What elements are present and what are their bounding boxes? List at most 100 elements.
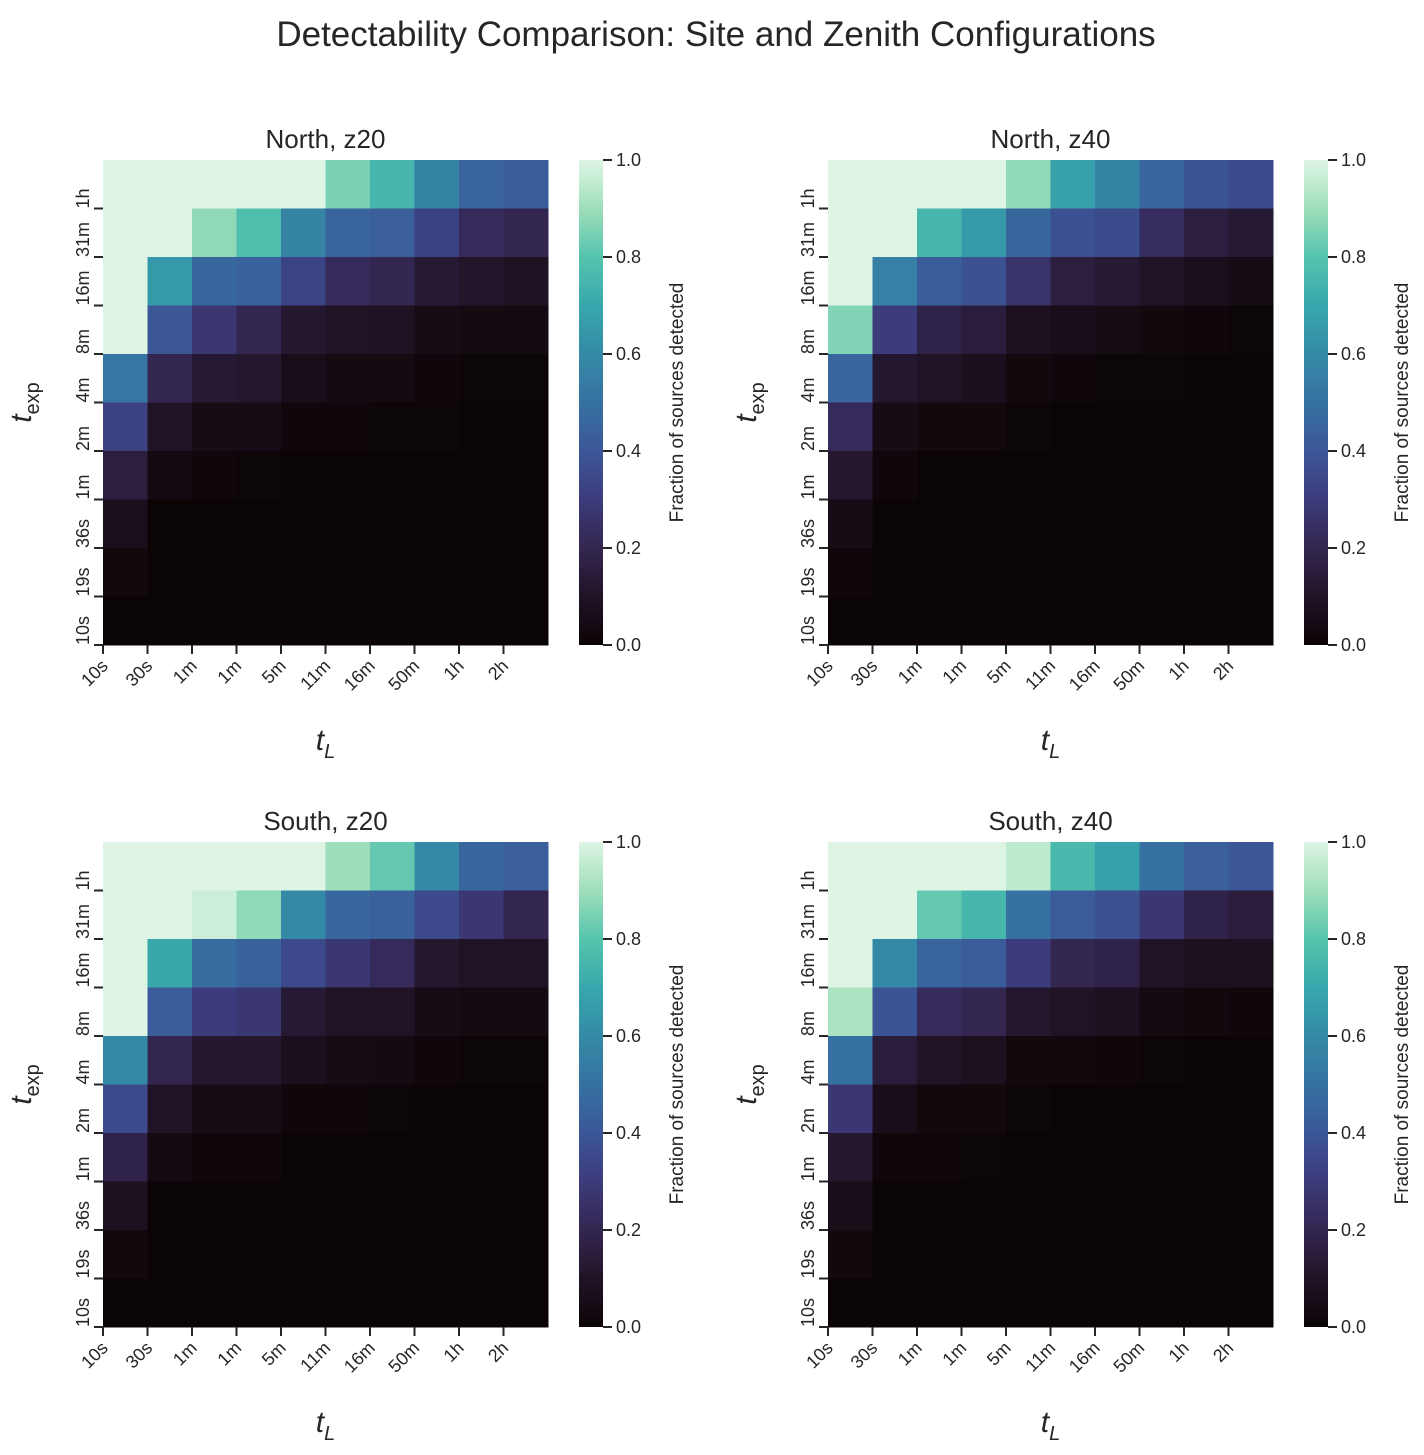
heatmap-cell bbox=[325, 354, 371, 403]
heatmap-cell bbox=[872, 1278, 918, 1328]
heatmap-cell bbox=[961, 208, 1007, 258]
heatmap-cell bbox=[414, 305, 460, 355]
heatmap-cell bbox=[325, 402, 371, 452]
heatmap-cell bbox=[961, 939, 1007, 988]
heatmap-cell bbox=[370, 305, 415, 355]
heatmap-cell bbox=[147, 596, 193, 646]
heatmap-cell bbox=[192, 402, 237, 452]
x-tick-label: 50m bbox=[384, 656, 423, 695]
heatmap-cell bbox=[872, 939, 918, 988]
y-tick-label: 36s bbox=[798, 519, 818, 548]
heatmap-cell bbox=[147, 160, 193, 209]
heatmap-cell bbox=[236, 842, 282, 891]
heatmap-cell bbox=[370, 257, 415, 306]
x-tick-label: 1m bbox=[894, 656, 926, 688]
heatmap-cell bbox=[103, 499, 148, 549]
panel-title: South, z20 bbox=[263, 806, 387, 836]
heatmap-cell bbox=[103, 257, 148, 306]
heatmap-cell bbox=[1184, 354, 1229, 403]
heatmap-cell bbox=[828, 402, 873, 452]
y-axis-label: texp bbox=[730, 382, 769, 423]
colorbar-tick-label: 0.8 bbox=[1341, 247, 1366, 267]
colorbar-tick-label: 0.2 bbox=[616, 538, 641, 558]
colorbar-tick-label: 0.4 bbox=[616, 1123, 641, 1143]
heatmap-cell bbox=[325, 1181, 371, 1231]
heatmap-cell bbox=[503, 451, 549, 500]
heatmap-cell bbox=[459, 1278, 504, 1328]
heatmap-cell bbox=[103, 305, 148, 355]
heatmap-cell bbox=[1184, 1133, 1229, 1182]
y-tick-label: 8m bbox=[73, 329, 93, 354]
x-tick-label: 1h bbox=[1165, 656, 1193, 684]
heatmap-cell bbox=[459, 451, 504, 500]
heatmap-cell bbox=[325, 160, 371, 209]
x-tick-label: 30s bbox=[847, 1338, 882, 1373]
heatmap-cell bbox=[281, 257, 326, 306]
heatmap-cell bbox=[370, 548, 415, 597]
heatmap-cell bbox=[1006, 1036, 1051, 1085]
heatmap-cell bbox=[503, 548, 549, 597]
heatmap-cell bbox=[281, 1133, 326, 1182]
heatmap-cell bbox=[503, 1181, 549, 1231]
heatmap-cell bbox=[325, 842, 371, 891]
x-tick-label: 10s bbox=[802, 1338, 837, 1373]
heatmap-cell bbox=[872, 305, 918, 355]
heatmap-cell bbox=[1228, 890, 1274, 940]
y-tick-label: 2m bbox=[73, 1108, 93, 1133]
heatmap-cell bbox=[414, 1230, 460, 1279]
heatmap-cell bbox=[503, 939, 549, 988]
x-tick-label: 10s bbox=[77, 1338, 112, 1373]
heatmap-cell bbox=[236, 402, 282, 452]
colorbar-tick-label: 1.0 bbox=[616, 832, 641, 852]
heatmap-cell bbox=[961, 1084, 1007, 1134]
x-tick-label: 1m bbox=[938, 1338, 970, 1370]
heatmap-cell bbox=[917, 402, 962, 452]
heatmap-cell bbox=[192, 890, 237, 940]
heatmap-cell bbox=[503, 402, 549, 452]
heatmap-cell bbox=[1050, 1230, 1096, 1279]
figure-title: Detectability Comparison: Site and Zenit… bbox=[276, 15, 1155, 54]
heatmap-cell bbox=[503, 305, 549, 355]
heatmap-cell bbox=[1050, 842, 1096, 891]
colorbar bbox=[579, 842, 603, 1327]
heatmap-cell bbox=[961, 1133, 1007, 1182]
heatmap-cell bbox=[370, 596, 415, 646]
colorbar-tick-label: 0.6 bbox=[616, 1026, 641, 1046]
y-tick-label: 36s bbox=[73, 1201, 93, 1230]
x-axis-label: tL bbox=[316, 1406, 335, 1445]
colorbar bbox=[1304, 160, 1328, 645]
heatmap-cell bbox=[236, 1278, 282, 1328]
heatmap-cell bbox=[872, 354, 918, 403]
x-tick-label: 2h bbox=[1209, 1338, 1237, 1366]
heatmap-cell bbox=[147, 1084, 193, 1134]
heatmap-cell bbox=[917, 1230, 962, 1279]
heatmap-cell bbox=[147, 451, 193, 500]
x-tick-label: 11m bbox=[1021, 1338, 1059, 1376]
heatmap-cell bbox=[1006, 987, 1051, 1037]
panel-title: North, z40 bbox=[991, 124, 1111, 154]
heatmap-cell bbox=[1228, 596, 1274, 646]
heatmap-cell bbox=[370, 451, 415, 500]
heatmap-cell bbox=[1006, 208, 1051, 258]
heatmap-cell bbox=[828, 1084, 873, 1134]
heatmap-cell bbox=[370, 1036, 415, 1085]
colorbar-tick-label: 1.0 bbox=[1341, 832, 1366, 852]
heatmap-cell bbox=[192, 1230, 237, 1279]
heatmap-cell bbox=[828, 499, 873, 549]
heatmap-cell bbox=[459, 160, 504, 209]
heatmap-cell bbox=[828, 842, 873, 891]
colorbar-tick-label: 0.8 bbox=[616, 929, 641, 949]
heatmap-cell bbox=[1184, 160, 1229, 209]
heatmap-cell bbox=[1050, 402, 1096, 452]
y-tick-label: 19s bbox=[73, 567, 93, 596]
y-tick-label: 2m bbox=[798, 426, 818, 451]
heatmap-cell bbox=[917, 1181, 962, 1231]
y-tick-label: 2m bbox=[798, 1108, 818, 1133]
heatmap-cell bbox=[103, 160, 148, 209]
y-axis-label: texp bbox=[5, 1064, 44, 1105]
heatmap-cell bbox=[147, 1181, 193, 1231]
heatmap-cell bbox=[1050, 208, 1096, 258]
heatmap-cell bbox=[1184, 1084, 1229, 1134]
heatmap-cell bbox=[1139, 451, 1185, 500]
x-tick-label: 16m bbox=[340, 656, 379, 695]
